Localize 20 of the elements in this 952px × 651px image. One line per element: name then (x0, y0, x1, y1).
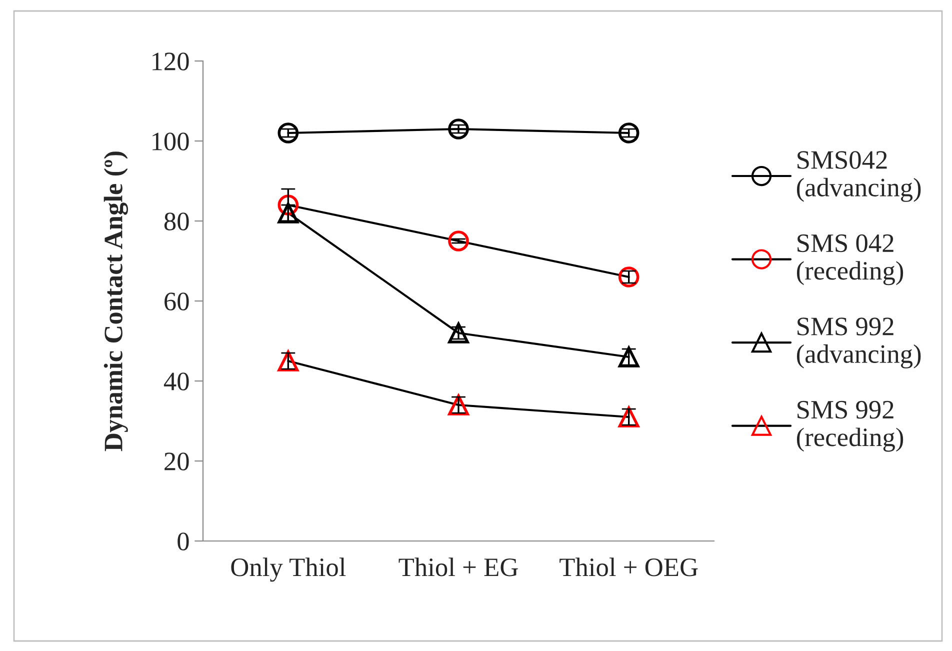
point (448, 118, 469, 140)
y-tick-label: 120 (152, 52, 189, 70)
point (448, 230, 469, 252)
x-tick-label: Thiol + EG (398, 558, 518, 576)
y-tick-label: 100 (152, 132, 189, 150)
legend-label: SMS 992 (advancing) (796, 318, 921, 368)
y-axis-title: Dynamic Contact Angle (º) (104, 152, 128, 452)
y-tick-label: 40 (164, 372, 189, 390)
y-tick-label: 0 (178, 532, 189, 550)
point (448, 322, 469, 344)
legend-label: SMS 992 (receding) (796, 400, 904, 452)
point (278, 122, 299, 144)
legend-label: SMS 042 (receding) (796, 234, 904, 286)
y-tick-label: 60 (164, 292, 189, 310)
x-tick-label: Thiol + OEG (560, 558, 698, 576)
y-tick-label: 20 (164, 452, 189, 470)
point (618, 122, 640, 144)
x-tick-label: Only Thiol (231, 558, 346, 582)
y-tick-label: 80 (164, 212, 189, 230)
legend-label: SMS042 (advancing) (796, 151, 921, 202)
